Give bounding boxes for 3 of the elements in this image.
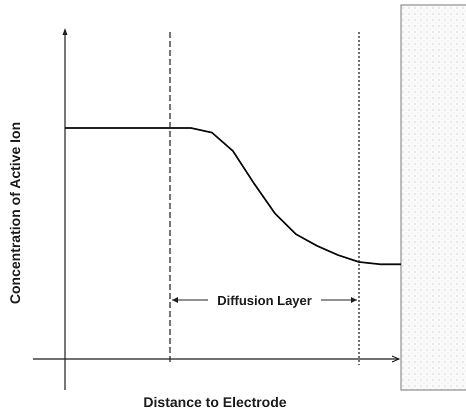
x-axis-title: Distance to Electrode bbox=[143, 394, 287, 410]
y-axis-title: Concentration of Active Ion bbox=[7, 122, 23, 304]
annotation: Diffusion Layer bbox=[217, 293, 312, 308]
